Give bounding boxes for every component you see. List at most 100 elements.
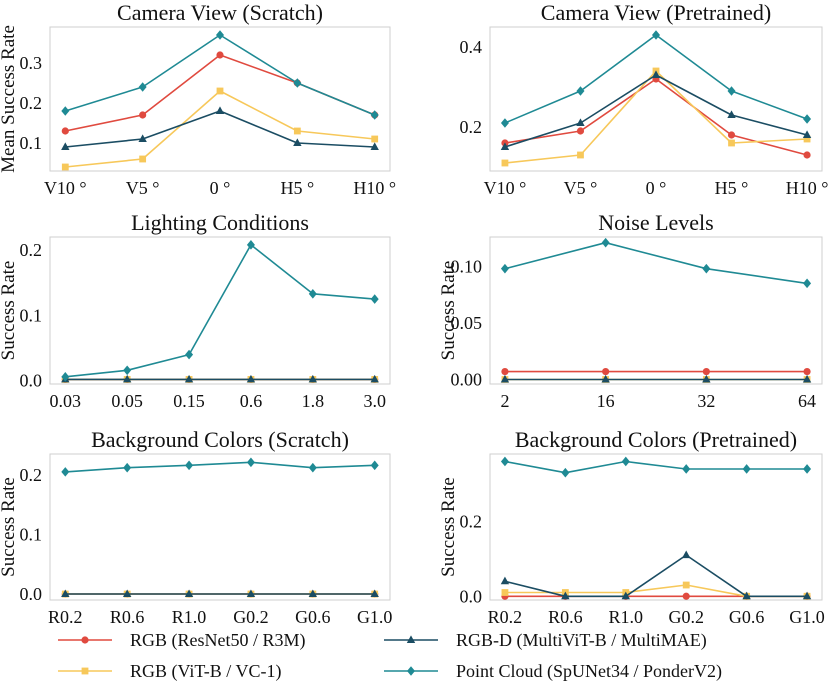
- data-point: [500, 263, 509, 274]
- data-point: [727, 86, 736, 96]
- series-line: [65, 110, 375, 148]
- data-point: [61, 142, 70, 150]
- series-triangle: [500, 550, 812, 600]
- data-point: [138, 82, 147, 92]
- data-point: [501, 589, 509, 596]
- series-diamond: [61, 240, 379, 382]
- data-point: [370, 589, 379, 598]
- data-point: [293, 78, 302, 88]
- series-line: [504, 241, 808, 285]
- y-tick-label: 0.1: [20, 133, 43, 153]
- data-point: [682, 581, 690, 589]
- series-triangle: [61, 374, 379, 383]
- chart-title: Background Colors (Pretrained): [515, 427, 797, 452]
- x-tick-label: V5 °: [126, 178, 160, 198]
- data-point: [802, 591, 812, 600]
- plot-frame: [489, 26, 823, 172]
- plot-frame: [49, 236, 391, 385]
- y-axis-label: Success Rate: [0, 261, 19, 361]
- legend-item: RGB (ResNet50 / R3M): [58, 630, 306, 651]
- data-point: [601, 237, 610, 248]
- x-tick-label: R0.2: [48, 607, 83, 627]
- data-point: [682, 592, 690, 600]
- legend-item: RGB-D (MultiViT-B / MultiMAE): [384, 630, 707, 651]
- series-triangle: [500, 70, 812, 150]
- x-tick-label: G1.0: [789, 607, 825, 627]
- data-point: [308, 462, 317, 473]
- data-point: [185, 460, 194, 471]
- chart-panel-1: Camera View (Scratch) Mean Success Rate 0.…: [0, 0, 396, 198]
- y-axis-label: Mean Success Rate: [0, 25, 19, 173]
- x-tick-label: G0.6: [729, 607, 765, 627]
- data-point: [576, 127, 585, 135]
- data-point: [576, 118, 585, 126]
- data-point: [727, 110, 736, 118]
- data-point: [803, 367, 811, 376]
- series-diamond: [61, 457, 379, 477]
- data-point: [802, 374, 812, 383]
- chart-title: Lighting Conditions: [131, 210, 309, 235]
- data-point: [602, 367, 610, 376]
- data-point: [802, 130, 812, 138]
- data-point: [803, 278, 812, 289]
- y-tick-label: 0.2: [460, 117, 483, 137]
- series-line: [504, 70, 808, 164]
- data-point: [728, 139, 735, 147]
- data-point: [139, 155, 147, 163]
- chart-panels: Camera View (Scratch)Mean Success Rate 0.…: [0, 0, 828, 627]
- data-point: [216, 51, 224, 59]
- data-point: [185, 349, 194, 360]
- data-point: [621, 591, 630, 600]
- x-tick-label: G0.2: [233, 607, 269, 627]
- data-point: [61, 372, 70, 382]
- x-tick-label: H10 °: [353, 178, 396, 198]
- data-point: [308, 589, 318, 598]
- data-point: [702, 367, 710, 376]
- x-tick-label: G1.0: [357, 607, 393, 627]
- data-point: [370, 142, 379, 150]
- x-tick-label: G0.2: [668, 607, 704, 627]
- x-tick-label: 1.8: [302, 391, 325, 411]
- data-point: [246, 374, 256, 383]
- legend-marker: [406, 635, 416, 643]
- data-point: [682, 464, 691, 474]
- y-tick-label: 0.00: [451, 369, 483, 389]
- data-point: [682, 550, 691, 559]
- y-tick-label: 0.10: [451, 256, 483, 276]
- data-point: [184, 589, 194, 598]
- data-point: [122, 589, 132, 598]
- data-point: [293, 127, 301, 135]
- plot-frame: [49, 453, 391, 601]
- y-tick-label: 0.2: [20, 93, 43, 113]
- data-point: [370, 374, 379, 383]
- legend-marker: [407, 666, 415, 676]
- plot-frame: [489, 236, 823, 385]
- series-circle: [501, 75, 811, 159]
- data-point: [246, 240, 255, 250]
- data-point: [500, 118, 509, 128]
- series-diamond: [500, 237, 812, 289]
- data-point: [370, 294, 379, 304]
- legend-item: RGB (ViT-B / VC-1): [58, 661, 281, 682]
- data-point: [246, 457, 255, 468]
- data-point: [803, 135, 811, 143]
- data-point: [652, 30, 660, 40]
- series-line: [504, 554, 808, 598]
- x-tick-label: 0.05: [111, 391, 143, 411]
- data-point: [370, 460, 379, 471]
- data-point: [139, 111, 147, 119]
- data-point: [308, 289, 317, 299]
- x-tick-label: 0 °: [210, 178, 231, 198]
- data-point: [184, 374, 194, 383]
- series-triangle: [61, 106, 379, 150]
- data-point: [61, 163, 69, 171]
- y-tick-label: 0.4: [460, 37, 483, 57]
- chart-title: Noise Levels: [598, 210, 713, 235]
- data-point: [61, 106, 70, 116]
- chart-panel-5: Background Colors (Scratch) Success Rate0…: [0, 427, 392, 627]
- y-tick-label: 0.05: [451, 313, 483, 333]
- y-tick-label: 0.3: [20, 53, 43, 73]
- y-tick-label: 0.2: [20, 465, 43, 485]
- series-line: [65, 244, 375, 378]
